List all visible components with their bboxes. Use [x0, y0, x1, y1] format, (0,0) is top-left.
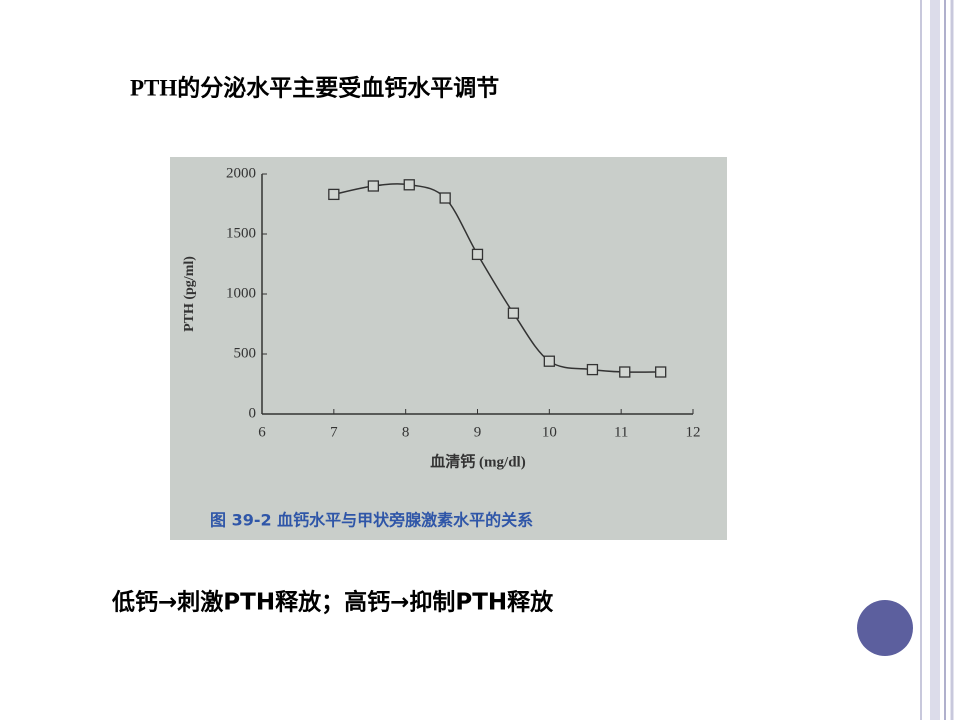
y-tick-label: 1000 [226, 285, 256, 301]
decor-circle [857, 600, 913, 656]
y-tick-label: 2000 [226, 165, 256, 181]
y-tick-label: 1500 [226, 225, 256, 241]
x-tick-label: 10 [542, 424, 557, 440]
x-tick-label: 9 [474, 424, 482, 440]
x-tick-label: 6 [258, 424, 266, 440]
data-marker [471, 248, 484, 261]
data-marker [328, 188, 340, 201]
y-axis-label: PTH (pg/ml) [182, 256, 197, 332]
data-marker [543, 355, 555, 367]
x-tick-label: 12 [686, 424, 701, 440]
data-marker [655, 366, 667, 378]
data-marker [507, 307, 520, 319]
data-marker [403, 179, 415, 191]
data-marker [586, 363, 599, 376]
y-tick-label: 0 [249, 405, 257, 421]
data-marker [367, 180, 379, 192]
slide-title: PTH的分泌水平主要受血钙水平调节 [130, 74, 499, 100]
y-tick-label: 500 [234, 345, 257, 361]
x-tick-label: 7 [330, 424, 338, 440]
x-axis-label: 血清钙 (mg/dl) [430, 452, 525, 470]
x-tick-label: 8 [402, 424, 410, 440]
data-line [333, 183, 661, 373]
chart: 0 500 1000 1500 2000 6 7 8 9 10 11 12 血清钙 (mg/dl) PTH… [182, 165, 700, 470]
x-tick-label: 11 [614, 424, 628, 440]
figure-caption: 图 39-2 血钙水平与甲状旁腺激素水平的关系 [210, 511, 533, 530]
footer-text: 低钙→刺激PTH释放；高钙→抑制PTH释放 [111, 589, 554, 616]
border-band [930, 0, 940, 720]
data-marker [619, 366, 631, 378]
data-marker [439, 192, 451, 204]
figure-photo [170, 157, 727, 540]
